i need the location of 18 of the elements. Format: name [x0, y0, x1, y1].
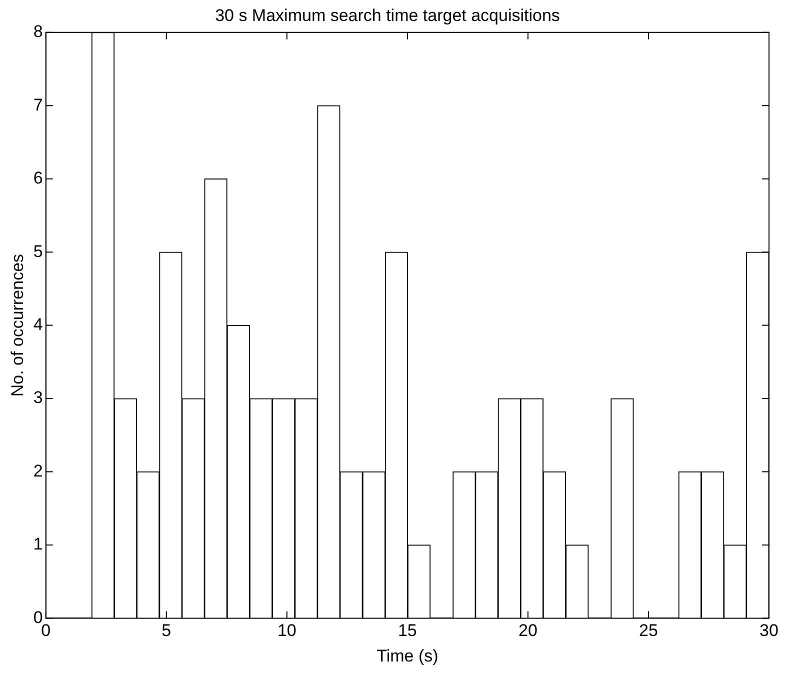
x-tick-label: 25: [639, 621, 658, 640]
y-tick-label: 6: [33, 168, 43, 188]
y-tick-label: 8: [33, 22, 43, 42]
y-tick-label: 2: [33, 461, 43, 480]
y-tick-label: 4: [33, 314, 43, 334]
x-tick-label: 5: [162, 621, 172, 640]
x-axis-title: Time (s): [376, 646, 438, 666]
chart-title: 30 s Maximum search time target acquisitions: [215, 6, 560, 25]
y-tick-label: 0: [33, 608, 43, 627]
y-tick-label: 5: [33, 242, 43, 261]
x-tick-label: 10: [277, 621, 296, 640]
x-tick-label: 30: [760, 621, 778, 640]
x-tick-label: 20: [518, 621, 538, 640]
x-tick-label: 15: [398, 621, 417, 640]
y-axis-title: No. of occurrences: [8, 254, 27, 397]
y-tick-label: 3: [33, 388, 43, 408]
y-tick-label: 7: [33, 95, 43, 114]
y-tick-label: 1: [33, 534, 43, 554]
